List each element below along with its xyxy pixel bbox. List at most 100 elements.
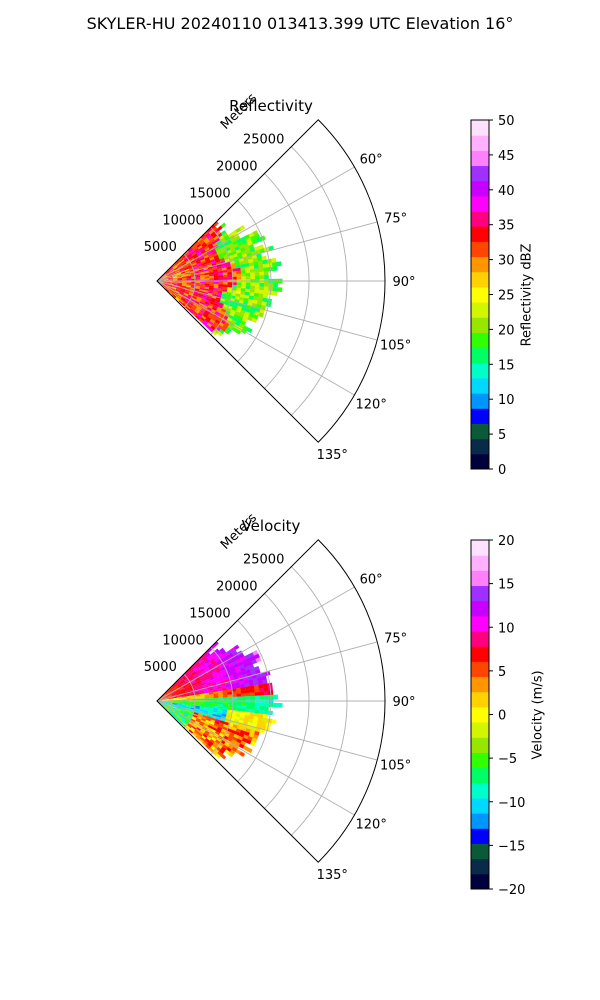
radar-cell	[249, 247, 256, 253]
radar-cell	[241, 705, 246, 709]
radar-cell	[186, 702, 192, 705]
radar-cell	[179, 299, 184, 304]
radar-cell	[251, 238, 258, 245]
colorbar-segment	[471, 843, 489, 860]
radar-cell	[218, 313, 225, 318]
radar-cell	[181, 717, 186, 721]
radar-cell	[222, 274, 228, 278]
radar-cell	[184, 711, 190, 715]
radar-cell	[191, 252, 197, 257]
azimuth-tick-label: 105°	[380, 758, 411, 773]
radar-cell	[163, 702, 169, 704]
radar-cell	[189, 677, 195, 682]
radar-cell	[168, 701, 174, 703]
radar-cell	[205, 260, 212, 264]
radar-cell	[168, 697, 173, 699]
colorbar-segment	[471, 828, 489, 844]
radar-cell	[258, 289, 264, 295]
colorbar-segment	[471, 195, 489, 212]
radar-cell	[169, 267, 174, 272]
radar-cell	[240, 270, 246, 274]
radar-cell	[234, 296, 240, 301]
radar-cell	[180, 288, 186, 291]
radar-cell	[239, 751, 246, 758]
radar-cell	[231, 306, 237, 312]
radar-cell	[191, 261, 197, 265]
colorbar-tick-label: −20	[498, 883, 525, 898]
radar-cell	[201, 242, 207, 247]
radar-cell	[170, 708, 176, 712]
radar-cell	[213, 285, 219, 289]
radar-cell	[208, 732, 214, 738]
radar-cell	[190, 243, 196, 249]
radar-cell	[227, 704, 233, 708]
radar-cell	[244, 686, 250, 691]
radar-cell	[229, 647, 236, 653]
radar-cell	[222, 704, 228, 708]
radar-cell	[199, 721, 205, 725]
radar-cell	[263, 706, 269, 711]
radar-cell	[194, 257, 200, 262]
radar-cell	[209, 695, 215, 699]
radar-cell	[217, 690, 223, 694]
radar-cell	[227, 274, 233, 278]
radar-cell	[175, 270, 181, 273]
radar-cell	[244, 665, 250, 671]
radar-cell	[216, 306, 223, 311]
radar-cell	[191, 245, 197, 250]
radar-cell	[195, 702, 201, 705]
radar-cell	[205, 298, 212, 302]
radar-cell	[177, 697, 183, 699]
radar-cell	[256, 300, 263, 306]
radar-cell	[217, 751, 223, 757]
radar-cell	[168, 277, 173, 280]
radar-cell	[165, 708, 170, 712]
radar-cell	[167, 705, 172, 708]
radar-cell	[235, 227, 242, 233]
radar-cell	[183, 713, 189, 717]
radar-cell	[232, 736, 238, 742]
radar-cell	[209, 281, 215, 285]
radar-cell	[162, 694, 167, 698]
radar-cell	[175, 297, 180, 302]
radar-cell	[234, 311, 241, 316]
radar-cell	[213, 741, 219, 747]
radar-cell	[233, 663, 240, 669]
radar-cell	[204, 301, 210, 306]
radar-cell	[186, 672, 191, 677]
colorbar-tick-label: 35	[498, 219, 515, 234]
radar-cell	[202, 714, 208, 719]
radar-cell	[176, 704, 182, 707]
radar-cell	[175, 289, 181, 292]
radar-cell	[167, 285, 172, 289]
radar-cell	[235, 267, 241, 272]
colorbar-segment	[471, 722, 489, 738]
radar-cell	[262, 293, 269, 299]
radar-cell	[214, 730, 221, 736]
radar-cell	[192, 724, 198, 729]
radar-cell	[219, 300, 225, 305]
radar-cell	[199, 301, 205, 305]
radar-cell	[204, 281, 210, 284]
radar-cell	[240, 690, 246, 694]
radar-cell	[177, 699, 183, 701]
colorbar-segment	[471, 676, 489, 693]
radar-cell	[169, 688, 174, 692]
radar-cell	[163, 699, 169, 701]
radar-cell	[189, 249, 195, 254]
radar-cell	[248, 664, 255, 670]
radar-cell	[216, 686, 223, 690]
radar-cell	[162, 274, 167, 278]
radar-cell	[202, 713, 208, 717]
radar-cell	[236, 287, 242, 292]
radar-cell	[205, 680, 212, 684]
radar-cell	[176, 272, 182, 276]
radar-cell	[210, 299, 216, 304]
radar-cell	[172, 282, 178, 284]
radar-cell	[264, 282, 269, 287]
range-tick-label: 20000	[216, 160, 257, 175]
radar-cell	[211, 715, 217, 720]
radar-cell	[181, 695, 187, 698]
radar-cell	[236, 658, 242, 664]
radar-cell	[205, 652, 211, 658]
